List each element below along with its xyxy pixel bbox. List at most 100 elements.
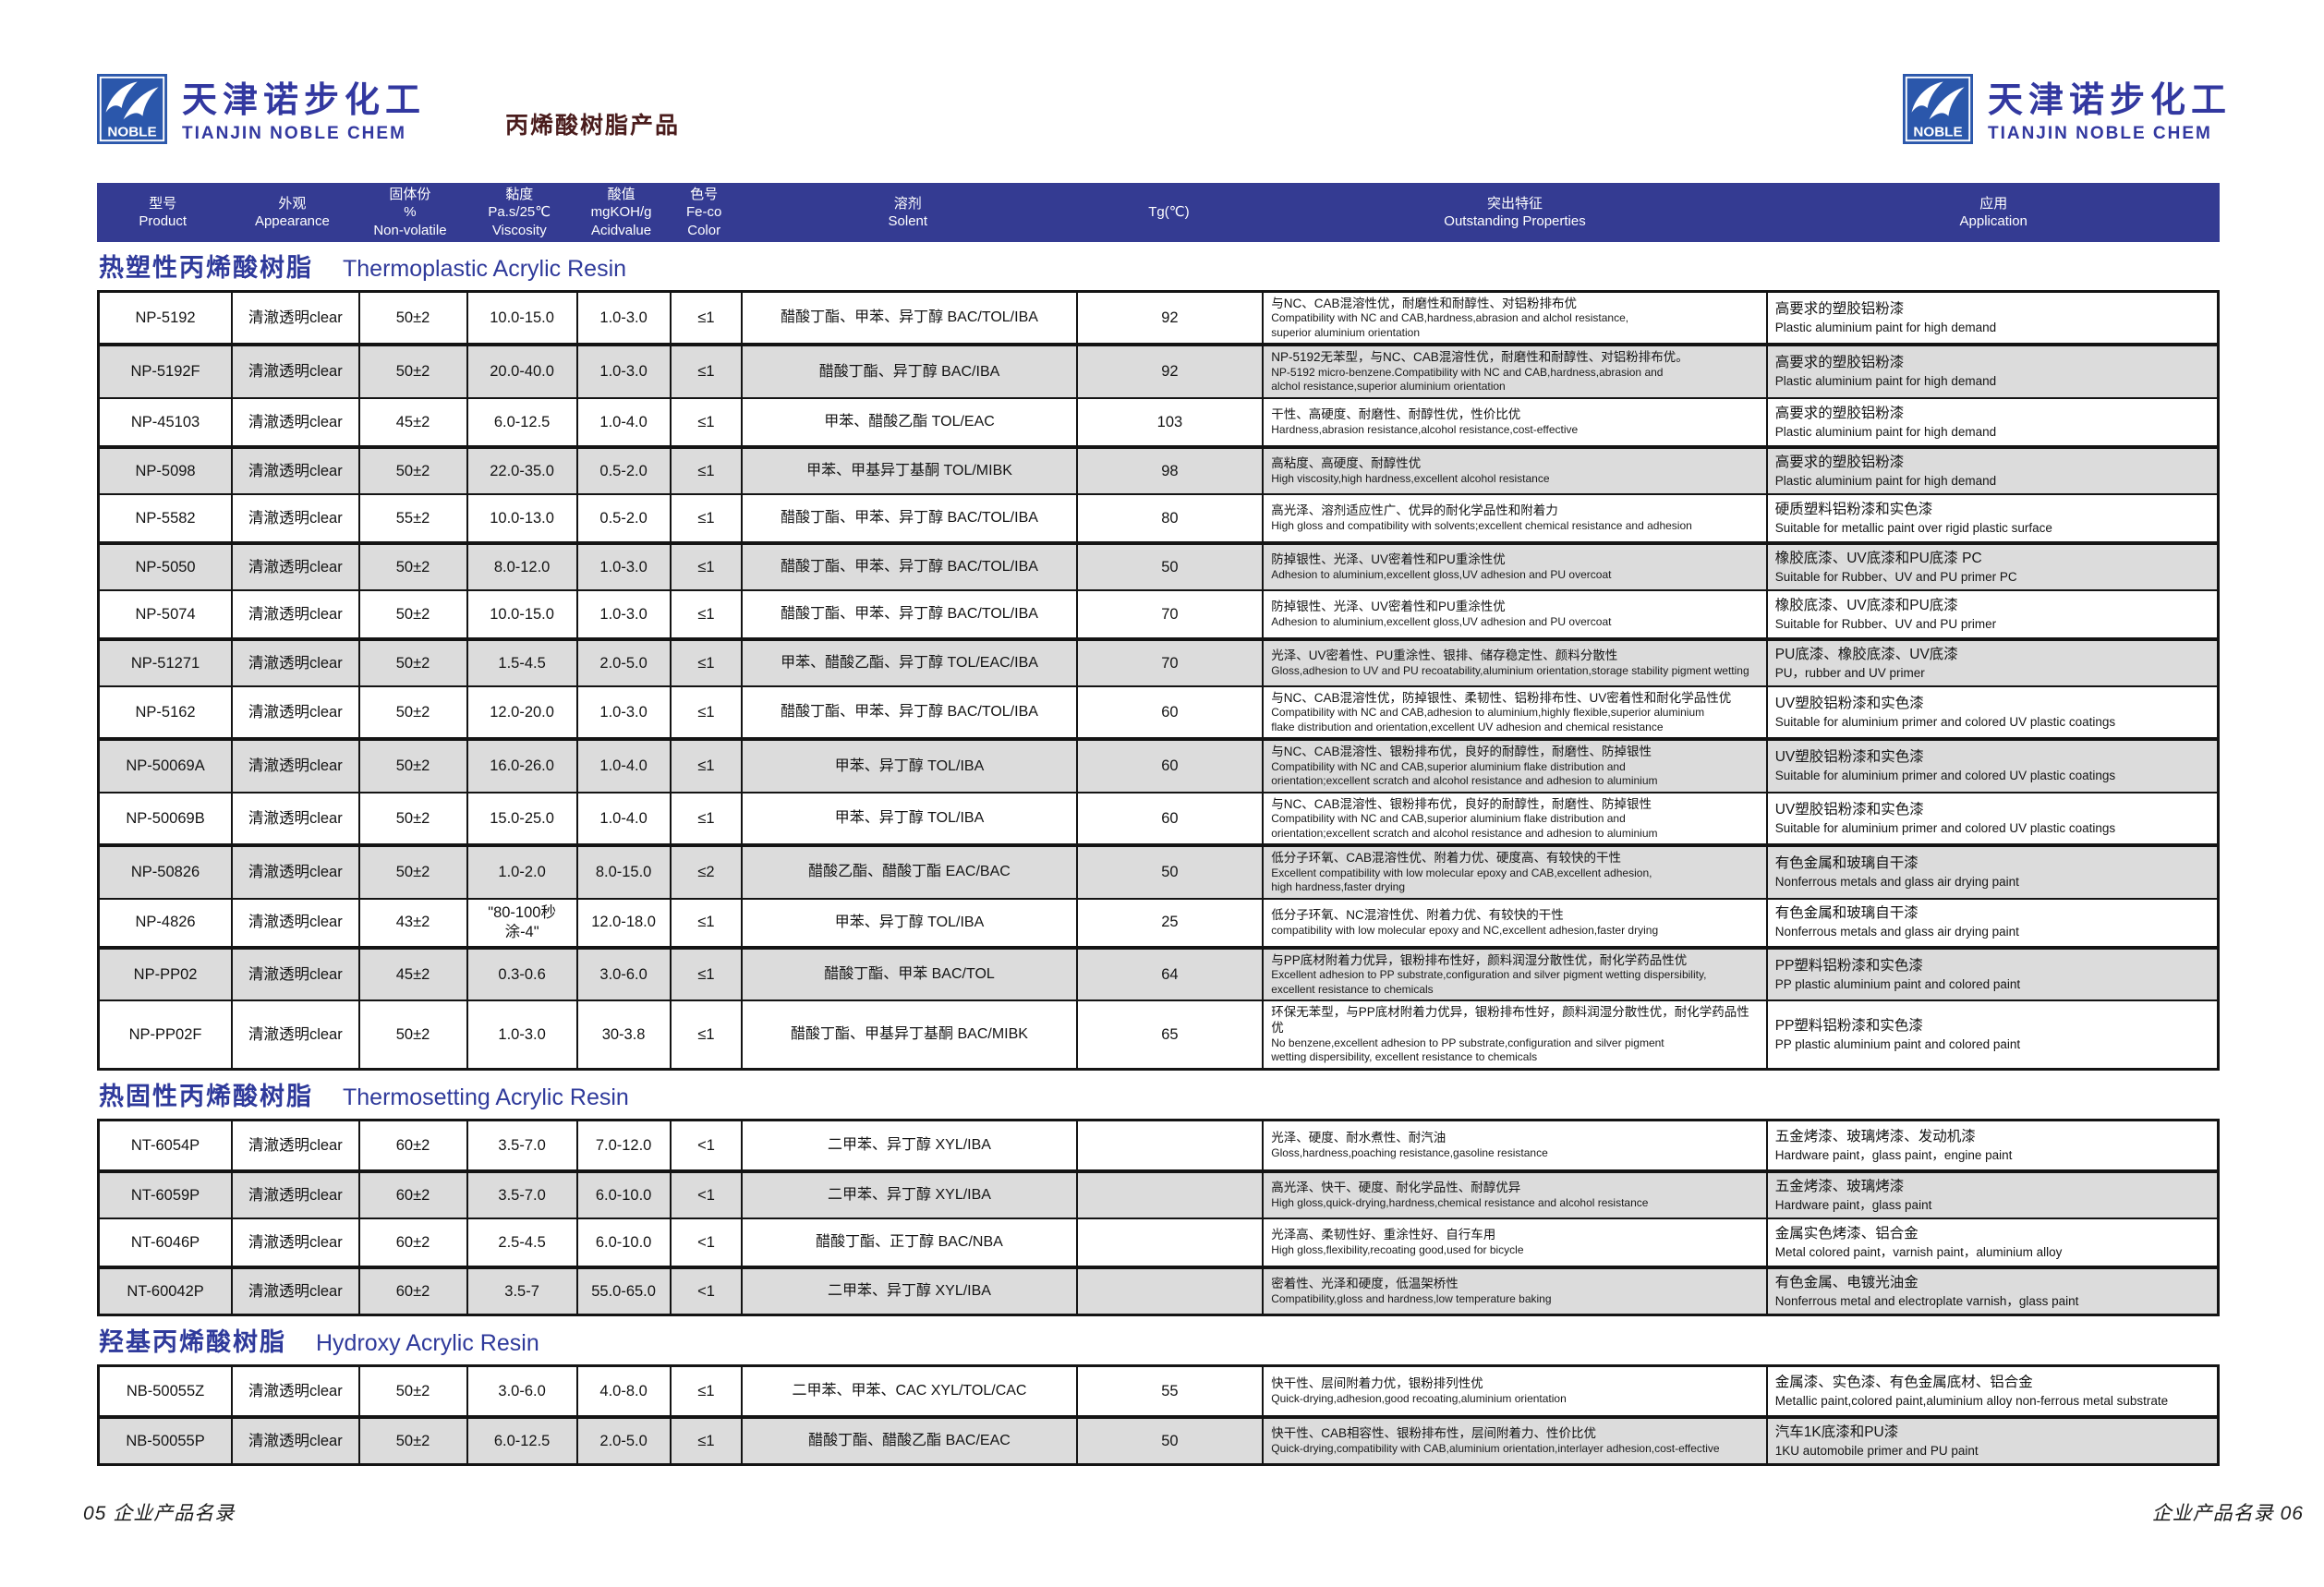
cell-tg: 60 xyxy=(1075,686,1263,738)
column-header-props: 突出特征 Outstanding Properties xyxy=(1263,183,1768,242)
cell-solids: 43±2 xyxy=(357,899,466,946)
cell-properties: 低分子环氧、CAB混溶性优、附着力优、硬度高、有较快的干性 Excellent c… xyxy=(1262,847,1765,898)
cell-solvent: 甲苯、异丁醇 TOL/IBA xyxy=(741,899,1075,946)
cell-acid: 3.0-6.0 xyxy=(575,949,670,1000)
cell-tg: 80 xyxy=(1075,494,1263,541)
cell-acid: 0.5-2.0 xyxy=(575,494,670,541)
cell-application-cn: 高要求的塑胶铝粉漆 xyxy=(1774,405,1905,421)
cell-product: NT-6054P xyxy=(130,1136,200,1154)
cell-application-en: Plastic aluminium paint for high demand xyxy=(1774,424,1997,439)
column-header-solids: 固体份% Non-volatile xyxy=(356,183,464,242)
cell-properties: 与NC、CAB混溶性、银粉排布优，良好的耐醇性，耐磨性、防掉银性 Compatib… xyxy=(1262,793,1765,844)
table-row: NP-5162 清澈透明clear 50±2 12.0-20.0 1.0-3.0 ≤1 醋酸… xyxy=(100,684,2217,738)
cell-acid: 55.0-65.0 xyxy=(575,1268,670,1314)
cell-application-cn: 橡胶底漆、UV底漆和PU底漆 xyxy=(1774,597,1958,613)
cell-tg: 70 xyxy=(1075,590,1263,637)
cell-application-cn: 五金烤漆、玻璃烤漆 xyxy=(1774,1178,1905,1194)
cell-application: 五金烤漆、玻璃烤漆 Hardware paint，glass paint xyxy=(1765,1172,2217,1218)
column-header-line: Tg(℃) xyxy=(1148,204,1190,221)
table-row: NP-50826 清澈透明clear 50±2 1.0-2.0 8.0-15.0 ≤2 醋酸… xyxy=(100,843,2217,898)
column-header-line: mgKOH/g xyxy=(590,204,652,221)
cell-application-cn: 硬质塑料铝粉漆和实色漆 xyxy=(1774,501,1933,517)
column-header-solvent: 溶剂 Solent xyxy=(740,183,1075,242)
cell-appearance: 清澈透明clear xyxy=(231,793,358,844)
cell-acid: 30-3.8 xyxy=(575,1001,670,1068)
cell-properties: 快干性、CAB相容性、银粉排布性，层间附着力、性价比优 Quick-drying,… xyxy=(1262,1418,1765,1463)
cell-application: 橡胶底漆、UV底漆和PU底漆 Suitable for Rubber、UV and… xyxy=(1765,590,2217,637)
cell-viscosity: 10.0-13.0 xyxy=(466,494,576,541)
cell-tg xyxy=(1075,1268,1263,1314)
cell-solvent: 醋酸丁酯、甲苯、异丁醇 BAC/TOL/IBA xyxy=(741,590,1075,637)
cell-product: NT-60042P xyxy=(127,1282,204,1300)
sections-container: 热塑性丙烯酸树脂 Thermoplastic Acrylic Resin NP-51… xyxy=(97,256,2220,1466)
cell-solids: 50±2 xyxy=(357,346,466,397)
cell-application-cn: 金属实色烤漆、铝合金 xyxy=(1774,1225,1919,1242)
cell-appearance: 清澈透明clear xyxy=(231,448,358,493)
cell-appearance: 清澈透明clear xyxy=(231,847,358,898)
column-header-product: 型号 Product xyxy=(97,183,228,242)
cell-appearance: 清澈透明clear xyxy=(231,494,358,541)
cell-color: ≤1 xyxy=(669,640,742,685)
brand-right: NOBLE 天津诺步化工 TIANJIN NOBLE CHEM xyxy=(1902,74,2232,144)
cell-solids: 60±2 xyxy=(357,1218,466,1266)
cell-color: ≤1 xyxy=(669,293,742,344)
cell-application-cn: 五金烤漆、玻璃烤漆、发动机漆 xyxy=(1774,1128,1976,1145)
brand-names: 天津诺步化工 TIANJIN NOBLE CHEM xyxy=(182,83,426,144)
column-header-line: 突出特征 xyxy=(1487,195,1543,212)
table-row: NP-5050 清澈透明clear 50±2 8.0-12.0 1.0-3.0 ≤1 醋酸丁… xyxy=(100,540,2217,589)
cell-solvent: 醋酸丁酯、异丁醇 BAC/IBA xyxy=(741,346,1075,397)
cell-solids: 50±2 xyxy=(357,741,466,792)
cell-tg: 60 xyxy=(1075,793,1263,844)
cell-properties: 光泽高、柔韧性好、重涂性好、自行车用 High gloss,flexibility… xyxy=(1262,1218,1765,1266)
cell-solvent: 甲苯、醋酸乙酯 TOL/EAC xyxy=(741,398,1075,445)
cell-application-cn: 汽车1K底漆和PU漆 xyxy=(1774,1423,1899,1440)
footer-page-left: 05 企业产品名录 xyxy=(83,1503,236,1524)
cell-properties-cn: 与NC、CAB混溶性优，耐磨性和耐醇性、对铝粉排布优 xyxy=(1271,297,1578,310)
column-header-appearance: 外观 Appearance xyxy=(228,183,356,242)
cell-application: 有色金属、电镀光油金 Nonferrous metal and electropl… xyxy=(1765,1268,2217,1314)
cell-acid: 7.0-12.0 xyxy=(575,1121,670,1169)
table-row: NP-PP02 清澈透明clear 45±2 0.3-0.6 3.0-6.0 ≤1 醋酸丁酯… xyxy=(100,945,2217,1000)
cell-appearance: 清澈透明clear xyxy=(231,640,358,685)
cell-color: <1 xyxy=(669,1218,742,1266)
table-row: NT-6054P 清澈透明clear 60±2 3.5-7.0 7.0-12.0 <1 二甲… xyxy=(100,1121,2217,1169)
cell-appearance: 清澈透明clear xyxy=(231,1418,358,1463)
cell-color: <1 xyxy=(669,1121,742,1169)
cell-acid: 1.0-4.0 xyxy=(575,741,670,792)
cell-solids: 50±2 xyxy=(357,640,466,685)
cell-application: 金属漆、实色漆、有色金属底材、铝合金 Metallic paint,colored… xyxy=(1765,1366,2217,1415)
cell-properties-en: Gloss,hardness,poaching resistance,gasol… xyxy=(1271,1145,1548,1159)
cell-properties: 高粘度、高硬度、耐醇性优 High viscosity,high hardness… xyxy=(1262,448,1765,493)
cell-application: 高要求的塑胶铝粉漆 Plastic aluminium paint for hig… xyxy=(1765,346,2217,397)
cell-properties-cn: 与NC、CAB混溶性、银粉排布优，良好的耐醇性，耐磨性、防掉银性 xyxy=(1271,745,1652,759)
cell-viscosity: 8.0-12.0 xyxy=(466,544,576,589)
table-row: NT-6059P 清澈透明clear 60±2 3.5-7.0 6.0-10.0 <1 二甲… xyxy=(100,1169,2217,1218)
cell-solids: 50±2 xyxy=(357,793,466,844)
cell-properties: 防掉银性、光泽、UV密着性和PU重涂性优 Adhesion to aluminiu… xyxy=(1262,544,1765,589)
cell-application-en: 1KU automobile primer and PU paint xyxy=(1774,1443,1979,1458)
cell-product: NT-6059P xyxy=(130,1186,200,1204)
cell-tg: 64 xyxy=(1075,949,1263,1000)
cell-color: ≤1 xyxy=(669,1001,742,1068)
cell-solids: 55±2 xyxy=(357,494,466,541)
noble-logo-icon: NOBLE xyxy=(1902,74,1973,144)
cell-application-en: Metallic paint,colored paint,aluminium a… xyxy=(1774,1393,2169,1408)
column-header-line: 外观 xyxy=(278,195,307,212)
section-title-cn: 热塑性丙烯酸树脂 xyxy=(99,254,313,282)
cell-color: ≤1 xyxy=(669,949,742,1000)
cell-color: ≤1 xyxy=(669,590,742,637)
section-title-cn: 羟基丙烯酸树脂 xyxy=(99,1327,286,1356)
cell-color: ≤1 xyxy=(669,544,742,589)
table-row: NP-51271 清澈透明clear 50±2 1.5-4.5 2.0-5.0 ≤1 甲苯、… xyxy=(100,636,2217,685)
company-name-en: TIANJIN NOBLE CHEM xyxy=(182,124,406,143)
cell-solvent: 二甲苯、异丁醇 XYL/IBA xyxy=(741,1172,1075,1218)
cell-application: 汽车1K底漆和PU漆 1KU automobile primer and PU p… xyxy=(1765,1418,2217,1463)
cell-product: NB-50055Z xyxy=(126,1382,205,1399)
cell-appearance: 清澈透明clear xyxy=(231,686,358,738)
cell-solids: 50±2 xyxy=(357,448,466,493)
cell-product: NP-5074 xyxy=(135,605,196,623)
cell-application-en: PP plastic aluminium paint and colored p… xyxy=(1774,976,2021,991)
column-header-line: 溶剂 xyxy=(893,195,922,212)
cell-product: NP-51271 xyxy=(130,654,200,672)
cell-properties-en: Compatibility with NC and CAB,hardness,a… xyxy=(1271,311,1629,339)
